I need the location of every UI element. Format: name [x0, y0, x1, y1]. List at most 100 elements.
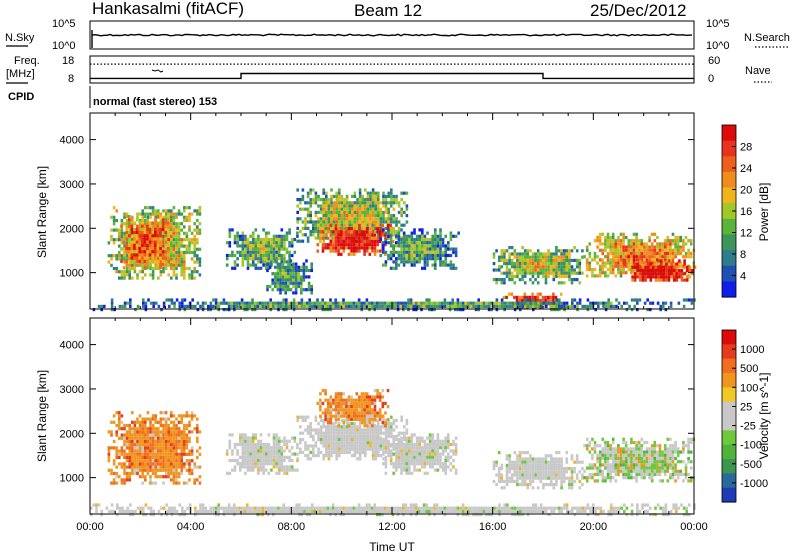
- data-cell: [125, 478, 129, 482]
- data-cell: [227, 301, 231, 305]
- data-cell: [400, 244, 403, 248]
- data-cell: [516, 255, 519, 259]
- data-cell: [606, 245, 610, 249]
- data-cell: [175, 244, 178, 248]
- data-cell: [146, 215, 150, 219]
- data-cell: [136, 427, 139, 431]
- data-cell: [151, 221, 154, 225]
- data-cell: [162, 433, 165, 437]
- data-cell: [658, 251, 662, 256]
- data-cell: [188, 430, 191, 434]
- data-cell: [617, 239, 620, 243]
- data-cell: [172, 212, 176, 216]
- data-cell: [433, 301, 436, 305]
- data-cell: [330, 204, 333, 208]
- data-cell: [175, 234, 178, 239]
- data-cell: [159, 452, 163, 456]
- data-cell: [296, 234, 299, 238]
- data-cell: [138, 420, 142, 424]
- data-cell: [180, 414, 183, 418]
- data-cell: [135, 243, 139, 247]
- data-cell: [161, 227, 165, 231]
- data-cell: [339, 405, 343, 409]
- data-cell: [159, 446, 163, 450]
- data-cell: [630, 248, 633, 252]
- data-cell: [125, 250, 128, 254]
- data-cell: [118, 475, 121, 479]
- data-cell: [337, 417, 340, 421]
- data-cell: [330, 441, 333, 445]
- data-cell: [384, 465, 388, 469]
- data-cell: [381, 414, 385, 418]
- data-cell: [180, 439, 183, 444]
- data-cell: [420, 301, 423, 305]
- data-cell: [382, 210, 385, 214]
- data-cell: [267, 257, 271, 261]
- data-cell: [151, 481, 155, 485]
- data-cell: [188, 471, 191, 476]
- data-cell: [188, 459, 191, 463]
- data-cell: [644, 268, 647, 273]
- data-cell: [497, 278, 501, 282]
- data-cell: [560, 255, 563, 259]
- data-cell: [107, 254, 111, 258]
- data-cell: [400, 223, 403, 227]
- data-cell: [149, 459, 152, 463]
- data-cell: [296, 452, 299, 456]
- freq-tick-low: 8: [68, 73, 74, 85]
- data-cell: [601, 232, 605, 236]
- data-cell: [365, 424, 369, 428]
- data-cell: [128, 273, 131, 277]
- data-cell: [513, 304, 517, 308]
- data-cell: [322, 434, 325, 438]
- data-cell: [387, 450, 390, 454]
- data-cell: [262, 250, 265, 254]
- data-cell: [405, 458, 408, 463]
- data-cell: [123, 462, 126, 466]
- data-cell: [332, 422, 336, 426]
- data-cell: [173, 301, 176, 305]
- data-cell: [384, 421, 387, 425]
- data-cell: [520, 299, 524, 303]
- data-cell: [128, 231, 131, 235]
- data-cell: [632, 242, 636, 246]
- data-cell: [552, 301, 556, 305]
- data-cell: [395, 434, 398, 438]
- data-cell: [149, 212, 152, 216]
- data-cell: [133, 423, 137, 428]
- data-cell: [371, 223, 375, 227]
- data-cell: [241, 465, 245, 469]
- data-cell: [314, 191, 318, 195]
- data-cell: [136, 449, 139, 453]
- data-cell: [377, 441, 380, 445]
- data-cell: [297, 284, 300, 289]
- data-cell: [128, 250, 131, 254]
- data-cell: [670, 275, 673, 279]
- data-cell: [641, 272, 645, 276]
- data-cell: [144, 443, 147, 447]
- data-cell: [110, 215, 113, 219]
- data-cell: [369, 204, 372, 208]
- data-cell: [149, 452, 152, 456]
- data-cell: [436, 244, 440, 248]
- data-cell: [598, 248, 602, 252]
- data-cell: [520, 295, 524, 299]
- data-cell: [350, 411, 353, 415]
- data-cell: [144, 449, 147, 453]
- data-cell: [619, 258, 623, 262]
- data-cell: [334, 227, 338, 231]
- data-cell: [371, 454, 375, 458]
- data-cell: [390, 230, 393, 234]
- data-cell: [659, 308, 662, 312]
- data-cell: [364, 198, 367, 202]
- data-cell: [177, 231, 181, 235]
- data-cell: [358, 425, 362, 429]
- data-cell: [196, 254, 199, 258]
- data-cell: [343, 220, 346, 224]
- data-cell: [264, 250, 268, 254]
- data-cell: [498, 304, 501, 308]
- data-cell: [637, 248, 641, 252]
- data-cell: [343, 223, 346, 227]
- data-cell: [141, 446, 144, 450]
- data-cell: [449, 231, 453, 235]
